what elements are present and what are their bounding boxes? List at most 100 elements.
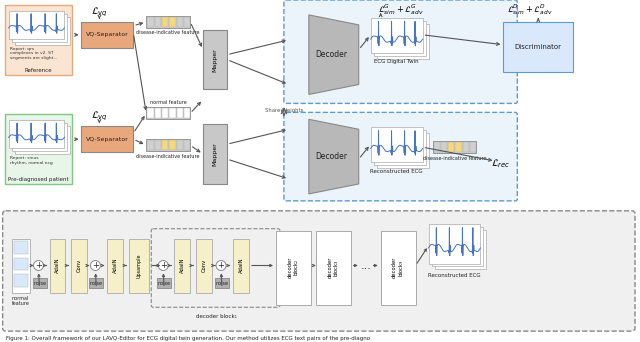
Bar <box>470 142 476 152</box>
Text: decoder
block₂: decoder block₂ <box>287 257 298 278</box>
Bar <box>177 17 183 27</box>
Bar <box>49 239 65 293</box>
Text: decoder
block₉: decoder block₉ <box>392 257 403 278</box>
Text: $\mathcal{L}_{vq}$: $\mathcal{L}_{vq}$ <box>91 5 108 18</box>
Bar <box>177 108 183 118</box>
Bar <box>503 22 573 71</box>
Bar <box>456 142 462 152</box>
Bar <box>169 17 175 27</box>
Bar <box>448 142 454 152</box>
Bar <box>155 108 161 118</box>
Bar <box>435 230 486 269</box>
Text: +: + <box>35 261 42 270</box>
Text: Discriminator: Discriminator <box>515 44 562 50</box>
Text: Decoder: Decoder <box>315 50 347 59</box>
Bar <box>184 17 190 27</box>
Bar <box>147 108 154 118</box>
Text: VQ-Separator: VQ-Separator <box>86 32 129 37</box>
Text: +: + <box>160 261 166 270</box>
Text: Share Weights: Share Weights <box>265 108 303 113</box>
Text: +: + <box>218 261 225 270</box>
Bar <box>316 231 351 305</box>
Bar <box>196 239 212 293</box>
Bar <box>157 278 172 288</box>
Text: noise: noise <box>33 281 46 286</box>
Bar <box>184 108 190 118</box>
Text: Mapper: Mapper <box>212 142 218 166</box>
Bar <box>147 139 190 151</box>
Bar <box>463 142 469 152</box>
Text: Report: sinus
rhythm, normal ecg: Report: sinus rhythm, normal ecg <box>10 156 52 165</box>
Bar <box>184 140 190 150</box>
Bar <box>169 140 175 150</box>
Polygon shape <box>309 119 359 194</box>
Bar <box>215 278 229 288</box>
Bar <box>81 126 133 152</box>
Bar <box>374 130 426 165</box>
Bar <box>33 278 47 288</box>
Bar <box>371 18 422 53</box>
Bar <box>4 5 72 75</box>
Bar <box>441 142 447 152</box>
Text: disease-indicative feature: disease-indicative feature <box>136 30 200 35</box>
Bar <box>433 141 476 153</box>
Text: $\mathcal{L}_{vq}$: $\mathcal{L}_{vq}$ <box>91 110 108 123</box>
Text: Pre-diagnosed patient: Pre-diagnosed patient <box>8 177 69 183</box>
Bar <box>13 258 28 271</box>
Text: ...: ... <box>360 261 371 271</box>
Bar <box>155 140 161 150</box>
Text: disease-indicative feature: disease-indicative feature <box>423 156 486 161</box>
Text: $\mathcal{L}_{rec}$: $\mathcal{L}_{rec}$ <box>491 158 510 170</box>
Bar <box>203 124 227 184</box>
Bar <box>203 30 227 90</box>
Text: disease-indicative feature: disease-indicative feature <box>136 154 200 159</box>
Bar <box>381 231 415 305</box>
Text: AdaIN: AdaIN <box>180 258 185 273</box>
Text: Upsample: Upsample <box>137 253 142 278</box>
Bar <box>147 17 154 27</box>
Bar <box>276 231 311 305</box>
Text: AdaIN: AdaIN <box>113 258 118 273</box>
Circle shape <box>216 261 226 271</box>
Bar <box>90 278 104 288</box>
Bar <box>147 16 190 28</box>
Bar <box>8 120 65 148</box>
Bar <box>147 140 154 150</box>
Polygon shape <box>309 15 359 94</box>
Bar <box>13 241 28 253</box>
Text: normal: normal <box>12 296 29 301</box>
Circle shape <box>90 261 100 271</box>
Bar <box>12 123 67 151</box>
Bar <box>174 239 190 293</box>
Text: Reconstructed ECG: Reconstructed ECG <box>371 169 423 173</box>
Text: decoder
block₃: decoder block₃ <box>328 257 338 278</box>
Text: Reconstructed ECG: Reconstructed ECG <box>428 273 481 278</box>
Bar <box>15 17 70 45</box>
FancyBboxPatch shape <box>3 211 635 331</box>
Bar <box>371 127 422 162</box>
Text: ECG Digital Twin: ECG Digital Twin <box>374 59 419 64</box>
Bar <box>169 108 175 118</box>
FancyBboxPatch shape <box>284 0 517 103</box>
Bar <box>431 227 483 266</box>
Bar <box>429 224 481 264</box>
Bar <box>108 239 124 293</box>
Text: Conv: Conv <box>77 259 82 272</box>
Text: normal feature: normal feature <box>150 100 187 105</box>
Bar <box>12 14 67 42</box>
Text: +: + <box>92 261 99 270</box>
Text: $\mathcal{L}^G_{sim}+\mathcal{L}^G_{adv}$: $\mathcal{L}^G_{sim}+\mathcal{L}^G_{adv}… <box>378 2 424 17</box>
Text: VQ-Separator: VQ-Separator <box>86 137 129 142</box>
Text: Decoder: Decoder <box>315 152 347 161</box>
Text: AdaIN: AdaIN <box>55 258 60 273</box>
Bar <box>377 133 429 168</box>
Bar <box>177 140 183 150</box>
Text: feature: feature <box>12 301 29 306</box>
Text: AdaIN: AdaIN <box>239 258 244 273</box>
Bar <box>15 126 70 154</box>
Text: Reference: Reference <box>25 68 52 73</box>
Text: Conv: Conv <box>202 259 207 272</box>
Bar <box>433 142 440 152</box>
Text: noise: noise <box>216 281 228 286</box>
Text: noise: noise <box>157 281 171 286</box>
